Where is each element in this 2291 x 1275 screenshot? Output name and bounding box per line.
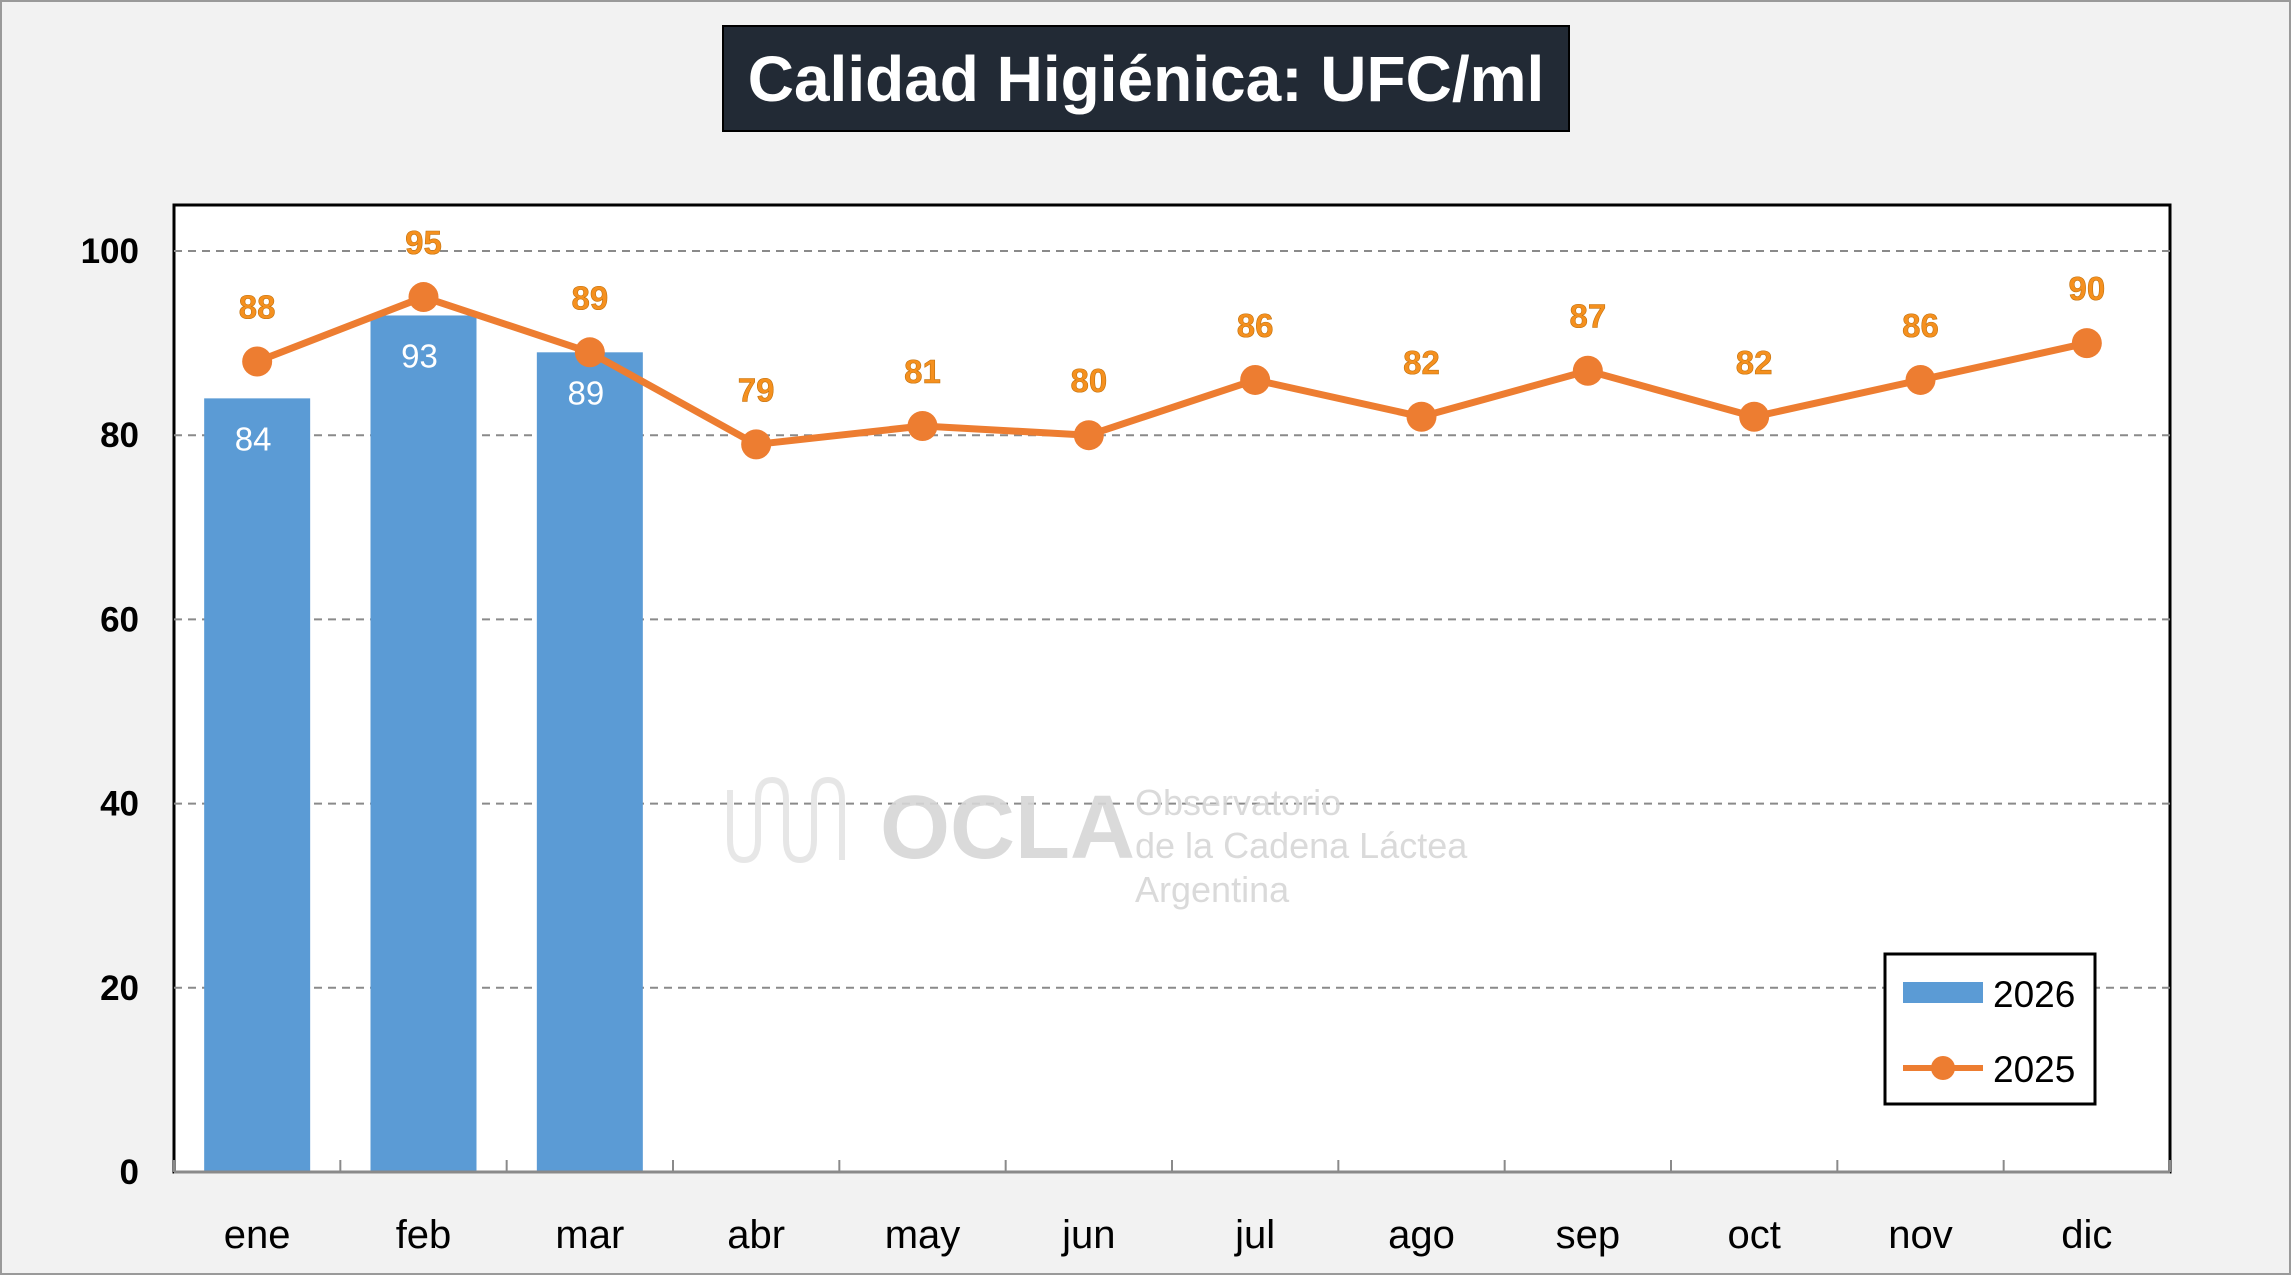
line-data-label: 86 bbox=[1902, 307, 1939, 344]
line-data-label: 81 bbox=[904, 353, 941, 390]
line-data-label: 89 bbox=[571, 279, 608, 316]
line-point bbox=[242, 346, 273, 377]
line-data-label: 82 bbox=[1403, 344, 1440, 381]
legend-label-2025: 2025 bbox=[1993, 1049, 2075, 1090]
watermark: OCLA Observatorio de la Cadena Láctea Ar… bbox=[727, 776, 1468, 910]
watermark-line3: Argentina bbox=[1135, 869, 1290, 910]
line-point bbox=[1739, 401, 1770, 432]
watermark-line1: Observatorio bbox=[1135, 782, 1341, 823]
watermark-logo: OCLA bbox=[880, 778, 1135, 878]
line-2025 bbox=[255, 293, 2088, 448]
x-tick-label: jul bbox=[1234, 1213, 1275, 1257]
y-tick-label: 20 bbox=[100, 969, 139, 1008]
x-tick-label: dic bbox=[2061, 1213, 2112, 1257]
y-tick-label: 80 bbox=[100, 416, 139, 455]
bar-data-label: 84 bbox=[235, 420, 272, 457]
line-data-label: 79 bbox=[738, 371, 775, 408]
chart-title-text: Calidad Higiénica: UFC/ml bbox=[747, 42, 1545, 115]
plot-area bbox=[172, 203, 2172, 1174]
x-tick-label: sep bbox=[1556, 1213, 1621, 1257]
legend-label-2026: 2026 bbox=[1993, 974, 2075, 1015]
x-tick-label: ene bbox=[224, 1213, 291, 1257]
line-point bbox=[1406, 401, 1437, 432]
bar-2026 bbox=[370, 315, 477, 1173]
line-data-label: 80 bbox=[1070, 362, 1107, 399]
line-data-label: 90 bbox=[2068, 270, 2105, 307]
line-data-label: 87 bbox=[1569, 298, 1606, 335]
ocla-wave-icon bbox=[727, 776, 845, 864]
x-tick-label: jun bbox=[1061, 1213, 1115, 1257]
x-tick-label: mar bbox=[555, 1213, 624, 1257]
watermark-line2: de la Cadena Láctea bbox=[1135, 825, 1468, 866]
line-data-label: 86 bbox=[1237, 307, 1274, 344]
line-point bbox=[574, 337, 605, 368]
x-tick-label: nov bbox=[1888, 1213, 1953, 1257]
line-point bbox=[2071, 328, 2102, 359]
chart-title: Calidad Higiénica: UFC/ml bbox=[722, 25, 1570, 132]
line-point bbox=[408, 282, 439, 313]
bar-2026 bbox=[204, 398, 311, 1172]
line-point bbox=[907, 410, 938, 441]
y-tick-label: 100 bbox=[81, 232, 139, 271]
y-tick-label: 60 bbox=[100, 600, 139, 639]
line-point bbox=[1240, 364, 1271, 395]
line-data-label: 95 bbox=[405, 224, 442, 261]
legend-swatch-2026 bbox=[1903, 982, 1983, 1003]
x-tick-label: feb bbox=[396, 1213, 452, 1257]
x-tick-label: may bbox=[885, 1213, 961, 1257]
x-tick-label: ago bbox=[1388, 1213, 1455, 1257]
y-tick-label: 40 bbox=[100, 785, 139, 824]
x-tick-label: abr bbox=[727, 1213, 785, 1257]
line-point bbox=[1073, 420, 1104, 451]
line-point bbox=[1905, 364, 1936, 395]
x-tick-label: oct bbox=[1727, 1213, 1780, 1257]
legend: 2026 2025 bbox=[1883, 952, 2097, 1106]
bar-data-label: 89 bbox=[567, 374, 604, 411]
line-data-label: 88 bbox=[239, 289, 276, 326]
bar-data-label: 93 bbox=[401, 337, 438, 374]
line-point bbox=[741, 429, 772, 460]
y-tick-label: 0 bbox=[120, 1153, 139, 1192]
line-point bbox=[1572, 355, 1603, 386]
bar-2026 bbox=[536, 352, 643, 1172]
line-data-label: 82 bbox=[1736, 344, 1773, 381]
